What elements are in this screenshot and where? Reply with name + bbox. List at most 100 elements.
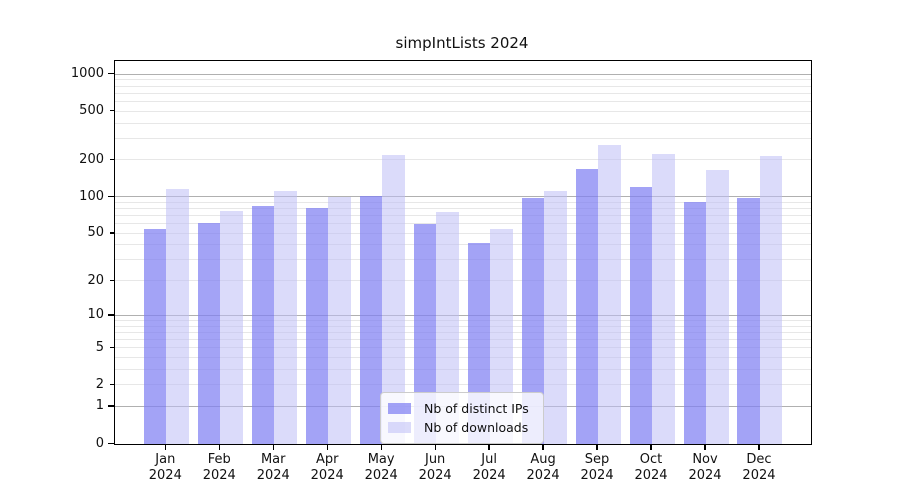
minor-gridline <box>115 110 811 112</box>
x-tick-mark <box>704 444 706 450</box>
minor-gridline <box>115 259 811 261</box>
bar-downloads-aug <box>544 190 567 444</box>
y-tick-mark <box>110 383 114 386</box>
bar-downloads-feb <box>220 211 243 444</box>
y-tick-mark <box>108 73 114 75</box>
legend: Nb of distinct IPs Nb of downloads <box>380 392 544 444</box>
x-tick-label-nov: Nov 2024 <box>688 452 722 483</box>
minor-gridline <box>115 159 811 161</box>
x-tick-label-aug: Aug 2024 <box>526 452 560 483</box>
bar-distinct-ips-oct <box>629 187 653 444</box>
x-tick-mark <box>326 444 328 450</box>
minor-gridline <box>115 122 811 124</box>
bar-downloads-apr <box>328 196 351 444</box>
x-tick-label-sep: Sep 2024 <box>580 452 614 483</box>
minor-gridline <box>115 347 811 349</box>
y-tick-mark <box>110 279 114 281</box>
plot-grid-and-bars <box>115 61 811 444</box>
legend-item-distinct-ips: Nb of distinct IPs <box>388 400 535 417</box>
y-tick-label: 50 <box>87 225 104 241</box>
y-tick-mark <box>108 195 114 198</box>
y-tick-label: 1 <box>95 398 104 414</box>
y-tick-label: 200 <box>79 151 104 167</box>
legend-label-downloads: Nb of downloads <box>424 420 529 435</box>
y-tick-label: 5 <box>95 339 104 355</box>
legend-label-distinct-ips: Nb of distinct IPs <box>424 401 529 416</box>
y-tick-mark <box>108 314 114 316</box>
y-tick-label: 2 <box>95 376 104 392</box>
x-tick-mark <box>542 444 544 450</box>
bar-downloads-sep <box>598 144 621 444</box>
minor-gridline <box>115 201 811 203</box>
bar-downloads-jul <box>490 228 513 444</box>
bar-distinct-ips-sep <box>575 169 599 444</box>
bar-downloads-nov <box>706 170 729 444</box>
y-tick-mark <box>110 346 114 348</box>
y-tick-label: 20 <box>87 272 104 288</box>
major-gridline <box>115 314 811 316</box>
minor-gridline <box>115 338 811 340</box>
minor-gridline <box>115 223 811 225</box>
minor-gridline <box>115 92 811 94</box>
x-tick-mark <box>758 444 760 450</box>
chart-title: simpIntLists 2024 <box>395 34 529 52</box>
legend-item-downloads: Nb of downloads <box>388 419 535 436</box>
y-tick-label: 1000 <box>70 66 104 82</box>
bar-distinct-ips-may <box>359 195 383 444</box>
bar-distinct-ips-jan <box>143 228 167 444</box>
y-tick-label: 10 <box>87 307 104 323</box>
bar-downloads-jun <box>436 212 459 444</box>
x-tick-mark <box>434 444 436 450</box>
minor-gridline <box>115 100 811 102</box>
x-tick-label-mar: Mar 2024 <box>256 452 290 483</box>
plot-area <box>114 60 812 445</box>
minor-gridline <box>115 325 811 327</box>
minor-gridline <box>115 79 811 81</box>
minor-gridline <box>115 368 811 370</box>
major-gridline <box>115 196 811 198</box>
y-tick-mark <box>110 110 114 112</box>
bar-distinct-ips-mar <box>251 205 275 444</box>
x-tick-mark <box>488 444 490 450</box>
minor-gridline <box>115 280 811 282</box>
minor-gridline <box>115 137 811 139</box>
x-tick-label-jan: Jan 2024 <box>148 452 182 483</box>
bar-distinct-ips-aug <box>521 198 545 444</box>
x-tick-mark <box>218 444 220 450</box>
bar-downloads-oct <box>652 154 675 444</box>
x-tick-mark <box>650 444 652 450</box>
minor-gridline <box>115 215 811 217</box>
x-tick-mark <box>380 444 382 450</box>
minor-gridline <box>115 85 811 87</box>
legend-swatch-downloads <box>388 422 411 433</box>
major-gridline <box>115 73 811 75</box>
bar-downloads-may <box>382 155 405 444</box>
x-tick-label-oct: Oct 2024 <box>634 452 668 483</box>
y-tick-label: 0 <box>95 435 104 451</box>
bar-distinct-ips-jun <box>413 224 437 444</box>
minor-gridline <box>115 356 811 358</box>
minor-gridline <box>115 232 811 234</box>
bar-distinct-ips-feb <box>197 223 221 444</box>
x-tick-mark <box>164 444 166 450</box>
bar-downloads-mar <box>274 190 297 444</box>
bar-distinct-ips-dec <box>737 198 760 444</box>
y-tick-mark <box>108 405 114 407</box>
minor-gridline <box>115 244 811 246</box>
x-tick-label-apr: Apr 2024 <box>310 452 344 483</box>
bar-downloads-dec <box>759 155 783 444</box>
y-tick-mark <box>108 442 114 444</box>
y-tick-label: 100 <box>79 188 104 204</box>
bar-downloads-jan <box>166 189 189 444</box>
minor-gridline <box>115 331 811 333</box>
bar-distinct-ips-nov <box>683 201 706 444</box>
y-tick-label: 500 <box>79 103 104 119</box>
minor-gridline <box>115 319 811 321</box>
y-tick-mark <box>110 158 114 161</box>
bar-distinct-ips-apr <box>305 207 329 444</box>
x-tick-label-jul: Jul 2024 <box>472 452 506 483</box>
minor-gridline <box>115 384 811 386</box>
x-tick-label-dec: Dec 2024 <box>742 452 776 483</box>
y-tick-mark <box>110 232 114 234</box>
